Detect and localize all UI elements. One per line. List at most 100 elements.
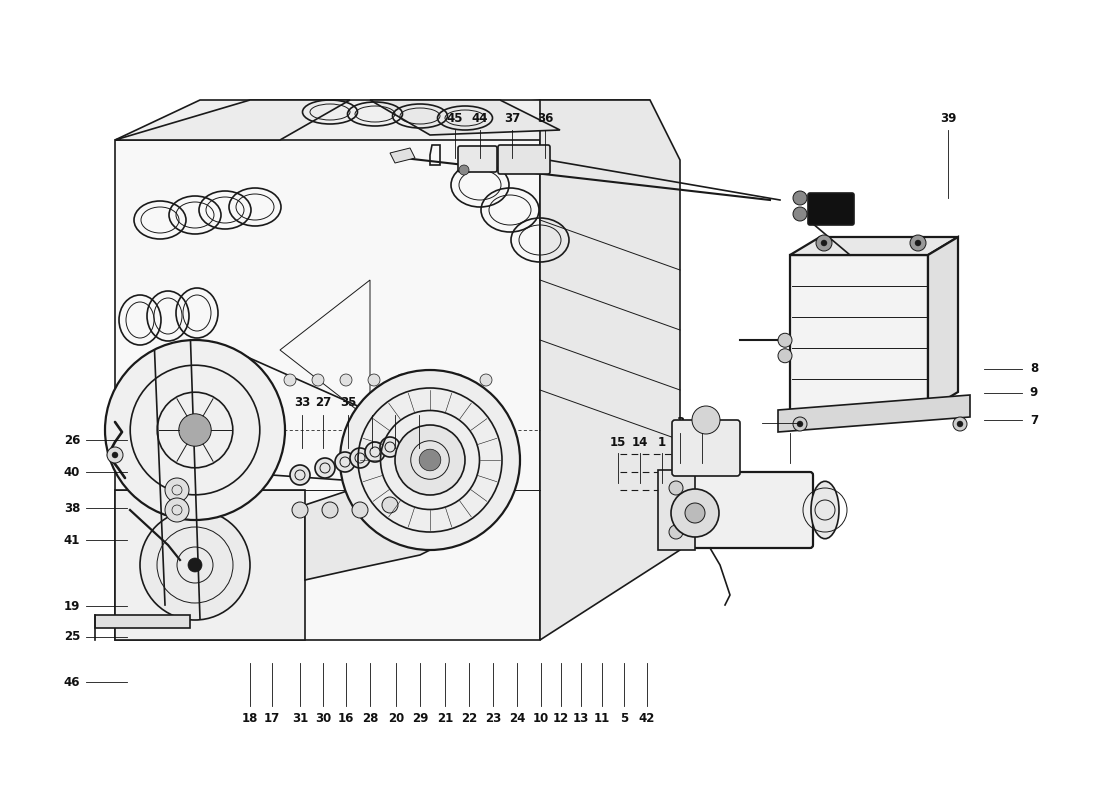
Circle shape	[284, 374, 296, 386]
Text: 37: 37	[504, 111, 520, 125]
Text: 4: 4	[697, 417, 706, 430]
Circle shape	[669, 481, 683, 495]
Ellipse shape	[659, 474, 681, 546]
Circle shape	[793, 207, 807, 221]
Text: 32: 32	[387, 397, 403, 410]
Circle shape	[107, 447, 123, 463]
Text: 5: 5	[620, 711, 628, 725]
Ellipse shape	[811, 482, 839, 538]
Text: 3: 3	[675, 417, 684, 430]
Polygon shape	[116, 490, 305, 640]
Text: 1: 1	[658, 437, 667, 450]
Circle shape	[669, 525, 683, 539]
Text: 25: 25	[64, 630, 80, 643]
Circle shape	[480, 374, 492, 386]
Text: 14: 14	[631, 437, 648, 450]
Text: 35: 35	[340, 397, 356, 410]
Circle shape	[957, 421, 962, 427]
Circle shape	[322, 502, 338, 518]
Polygon shape	[305, 490, 430, 580]
FancyBboxPatch shape	[808, 193, 854, 225]
Text: 42: 42	[639, 711, 656, 725]
Polygon shape	[790, 237, 958, 255]
Circle shape	[452, 374, 464, 386]
Text: 19: 19	[64, 599, 80, 613]
Polygon shape	[95, 615, 190, 628]
Circle shape	[365, 442, 385, 462]
Circle shape	[778, 349, 792, 362]
Text: 12: 12	[553, 711, 569, 725]
Circle shape	[821, 240, 827, 246]
Circle shape	[459, 165, 469, 175]
Text: 18: 18	[242, 711, 258, 725]
Polygon shape	[370, 100, 560, 135]
Polygon shape	[928, 237, 958, 410]
Text: 9: 9	[1030, 386, 1038, 399]
Text: 40: 40	[64, 466, 80, 478]
Polygon shape	[778, 395, 970, 432]
Circle shape	[685, 503, 705, 523]
Circle shape	[793, 417, 807, 431]
Polygon shape	[390, 148, 415, 163]
Text: 39: 39	[939, 111, 956, 125]
Text: 41: 41	[64, 534, 80, 546]
Circle shape	[340, 374, 352, 386]
Text: 28: 28	[362, 711, 378, 725]
Circle shape	[798, 421, 803, 427]
Text: 10: 10	[532, 711, 549, 725]
Text: 43: 43	[410, 397, 427, 410]
Text: 22: 22	[461, 711, 477, 725]
Text: 8: 8	[1030, 362, 1038, 375]
Text: 16: 16	[338, 711, 354, 725]
Circle shape	[290, 465, 310, 485]
Circle shape	[953, 417, 967, 431]
Text: 38: 38	[64, 502, 80, 514]
Text: 33: 33	[294, 397, 310, 410]
Circle shape	[165, 478, 189, 502]
Text: 20: 20	[388, 711, 404, 725]
Circle shape	[350, 448, 370, 468]
Circle shape	[816, 235, 832, 251]
Circle shape	[179, 414, 211, 446]
FancyBboxPatch shape	[667, 472, 813, 548]
Text: 6: 6	[807, 417, 816, 430]
Text: 2: 2	[785, 417, 794, 430]
Text: 24: 24	[509, 711, 525, 725]
Circle shape	[352, 502, 368, 518]
Circle shape	[312, 374, 324, 386]
Text: 11: 11	[594, 711, 610, 725]
Text: 46: 46	[64, 675, 80, 689]
Circle shape	[671, 489, 719, 537]
Text: 34: 34	[364, 397, 381, 410]
Circle shape	[140, 510, 250, 620]
Circle shape	[382, 497, 398, 513]
Circle shape	[915, 240, 921, 246]
FancyBboxPatch shape	[672, 420, 740, 476]
Text: 21: 21	[437, 711, 453, 725]
Circle shape	[396, 374, 408, 386]
Circle shape	[336, 452, 355, 472]
Circle shape	[165, 498, 189, 522]
Polygon shape	[116, 100, 540, 640]
Circle shape	[104, 340, 285, 520]
Circle shape	[315, 458, 336, 478]
Circle shape	[778, 334, 792, 347]
Text: 29: 29	[411, 711, 428, 725]
Text: 30: 30	[315, 711, 331, 725]
Circle shape	[292, 502, 308, 518]
Text: 27: 27	[315, 397, 331, 410]
FancyBboxPatch shape	[498, 145, 550, 174]
Polygon shape	[116, 100, 650, 140]
Text: 45: 45	[447, 111, 463, 125]
Polygon shape	[658, 470, 695, 550]
Circle shape	[424, 374, 436, 386]
Text: 26: 26	[64, 434, 80, 446]
Text: 13: 13	[573, 711, 590, 725]
Text: 17: 17	[264, 711, 280, 725]
Circle shape	[395, 425, 465, 495]
Circle shape	[188, 558, 202, 572]
Circle shape	[368, 374, 379, 386]
Text: 44: 44	[472, 111, 488, 125]
FancyBboxPatch shape	[458, 146, 497, 172]
Text: 36: 36	[537, 111, 553, 125]
